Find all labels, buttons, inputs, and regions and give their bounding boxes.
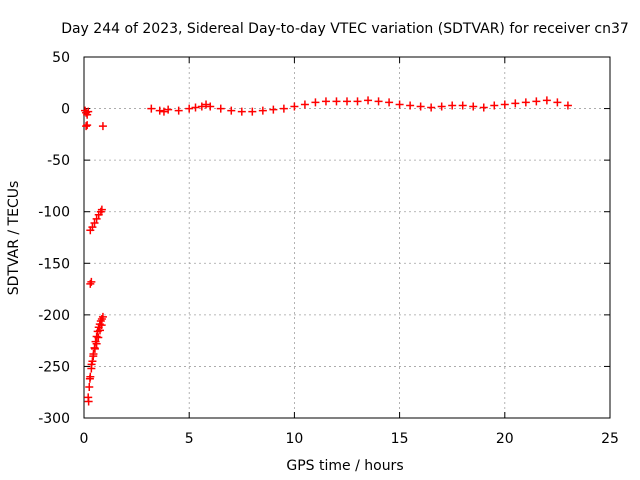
data-point	[553, 98, 562, 107]
data-point	[159, 107, 168, 116]
x-tick-label: 20	[496, 431, 514, 447]
chart-title: Day 244 of 2023, Sidereal Day-to-day VTE…	[61, 21, 629, 37]
data-point	[364, 96, 373, 105]
data-point	[89, 352, 98, 361]
y-tick-label: -50	[47, 153, 70, 169]
data-point	[97, 321, 106, 330]
data-point	[147, 104, 156, 113]
data-point	[92, 214, 101, 223]
data-point	[84, 107, 93, 116]
data-point	[279, 104, 288, 113]
y-axis-label: SDTVAR / TECUs	[6, 181, 22, 296]
data-point	[479, 103, 488, 112]
data-point	[94, 333, 103, 342]
data-point	[563, 101, 572, 110]
y-tick-label: -100	[38, 205, 70, 221]
data-point	[90, 344, 99, 353]
data-point	[395, 100, 404, 109]
data-point	[95, 326, 104, 335]
data-point	[258, 106, 267, 115]
data-point	[155, 106, 164, 115]
data-point	[500, 100, 509, 109]
data-point	[85, 374, 94, 383]
data-point	[353, 97, 362, 106]
data-point	[98, 122, 107, 131]
data-point	[416, 102, 425, 111]
data-point	[248, 107, 257, 116]
y-tick-label: 0	[61, 102, 70, 118]
data-point	[206, 102, 215, 111]
data-point	[511, 99, 520, 108]
data-point	[88, 223, 97, 232]
x-tick-label: 15	[391, 431, 409, 447]
data-point	[191, 103, 200, 112]
data-point	[343, 97, 351, 106]
y-tick-label: -250	[38, 359, 70, 375]
data-point	[83, 121, 92, 130]
data-point	[87, 277, 96, 286]
data-point	[92, 339, 101, 348]
data-point	[321, 97, 330, 106]
data-point	[269, 105, 278, 114]
data-point	[82, 122, 91, 131]
data-point	[87, 360, 96, 369]
data-point	[542, 96, 551, 105]
data-point	[458, 101, 467, 110]
data-point	[427, 103, 436, 112]
data-point	[332, 97, 341, 106]
data-point	[311, 98, 320, 107]
data-point	[197, 102, 206, 111]
x-tick-label: 5	[185, 431, 194, 447]
data-point	[164, 105, 173, 114]
y-tick-label: 50	[52, 50, 70, 66]
y-tick-label: -200	[38, 308, 70, 324]
data-point	[374, 97, 383, 106]
axis-ticks: 0 5 10 15 20 25 50 0 -50 -100 -150 -200 -250 -300	[38, 50, 619, 447]
data-point	[216, 104, 225, 113]
data-point	[202, 100, 211, 109]
data-point	[300, 100, 309, 109]
y-tick-label: -300	[38, 411, 70, 427]
x-axis-label: GPS time / hours	[286, 458, 403, 474]
data-point	[448, 101, 457, 110]
data-point	[521, 98, 530, 107]
data-point	[437, 102, 446, 111]
data-point	[406, 101, 415, 110]
data-point	[98, 312, 107, 321]
data-point	[84, 397, 93, 406]
y-tick-label: -150	[38, 256, 70, 272]
x-tick-label: 25	[601, 431, 619, 447]
x-tick-label: 10	[285, 431, 303, 447]
data-point	[385, 98, 394, 107]
grid	[84, 57, 610, 418]
data-point	[90, 219, 99, 228]
data-point	[237, 107, 246, 116]
data-point	[185, 104, 194, 113]
x-tick-label: 0	[80, 431, 89, 447]
data-point	[97, 205, 106, 214]
data-point	[85, 383, 94, 392]
data-point	[490, 101, 499, 110]
data-point	[290, 102, 299, 111]
data-point	[469, 102, 478, 111]
data-points	[81, 96, 572, 406]
plot-frame	[83, 56, 611, 419]
data-point	[174, 106, 183, 115]
data-point	[227, 106, 236, 115]
data-point	[92, 332, 101, 341]
data-point	[532, 97, 541, 106]
